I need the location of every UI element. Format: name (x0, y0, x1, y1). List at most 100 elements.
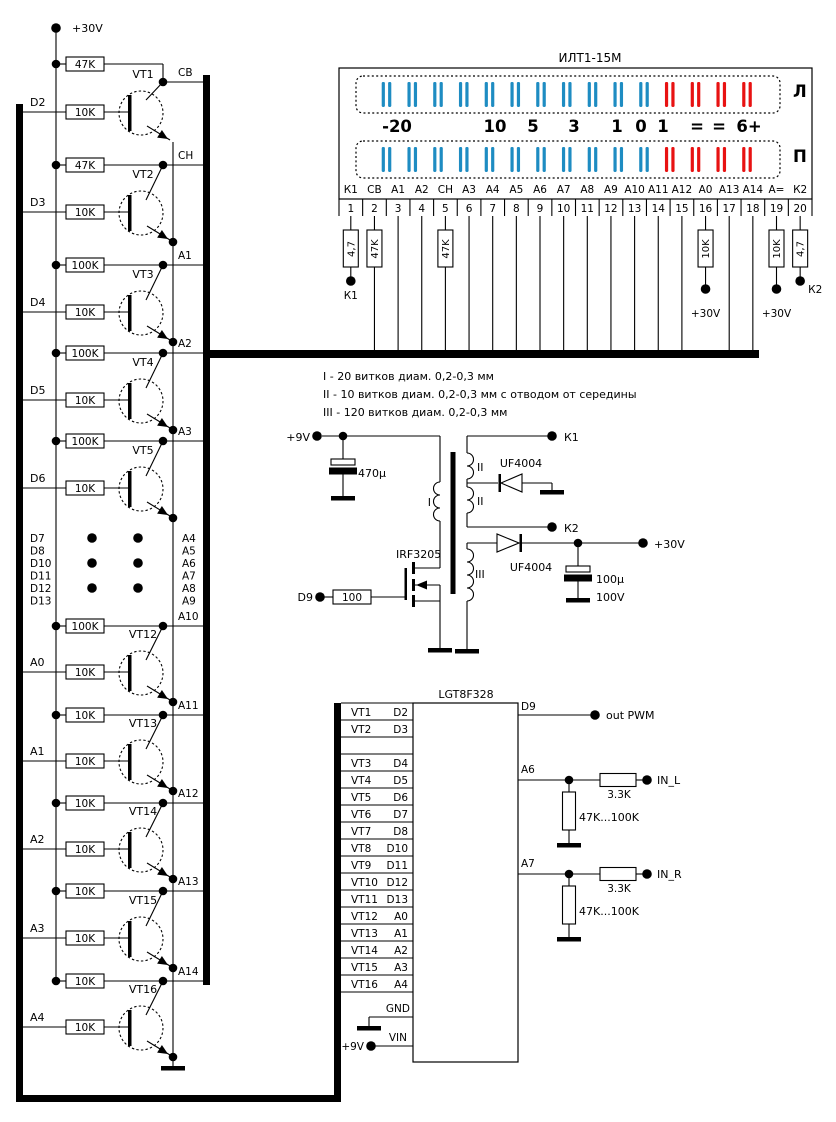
scale-mark: 1 (611, 117, 622, 136)
display-segment (536, 147, 540, 172)
audio-input-1: A7 3.3K IN_R 47K...100K (518, 858, 682, 942)
input-bus (16, 104, 23, 1102)
display-pin-number: 9 (537, 203, 544, 215)
display-segment (697, 147, 701, 172)
audio-terminal-label: IN_R (657, 868, 682, 881)
resistor-value: 47K...100K (579, 811, 640, 824)
transistor-body (118, 378, 164, 424)
mosfet-label: IRF3205 (396, 548, 441, 561)
mcu-vt-label: VT1 (351, 707, 371, 719)
hidden-output-label: A6 (182, 558, 196, 570)
mcu-vt-label: VT8 (351, 843, 371, 855)
stage-output-label: A1 (178, 250, 192, 262)
stage-input-label: D3 (30, 196, 45, 209)
mcu-body (412, 702, 519, 1063)
scale-mark: -20 (382, 117, 412, 136)
mcu-vt-label: VT15 (351, 962, 378, 974)
stage-input-label: A1 (30, 745, 45, 758)
emitter-arrow (157, 418, 168, 427)
resistor-value: 10K (701, 239, 712, 259)
resistor-box (599, 772, 637, 788)
resistor-value: 47K (370, 239, 381, 259)
ground-bar (357, 1026, 381, 1031)
winding-label: II (477, 461, 484, 474)
collector-wire (145, 890, 164, 927)
display-segment (439, 147, 443, 172)
emitter-junction-dot (168, 874, 178, 884)
collector-wire (145, 164, 164, 201)
transformer-core (450, 452, 456, 594)
resistor-value: 47K (75, 160, 96, 172)
transistor-base-bar (128, 383, 132, 419)
scale-mark: 10 (484, 117, 507, 136)
transistor-base-bar (128, 1010, 132, 1046)
display-segment (664, 147, 669, 172)
mcu-pin-name: D10 (387, 843, 408, 855)
mcu-vt-label: VT13 (351, 928, 378, 940)
transistor-base-bar (128, 744, 132, 780)
display-segment (407, 147, 411, 172)
hidden-input-label: D7 (30, 533, 45, 545)
boost-converter: I - 20 витков диам. 0,2-0,3 мм II - 10 в… (286, 370, 685, 654)
transistor-body (118, 290, 164, 336)
emitter-arrow (157, 506, 168, 515)
transistor-designator: VT2 (132, 168, 153, 181)
collector-wire (145, 714, 164, 750)
emitter-arrow (157, 130, 168, 139)
display-segment (645, 82, 649, 107)
mcu-pin-name: A2 (394, 945, 408, 957)
display-segment (536, 82, 540, 107)
display-pin-number: 2 (371, 203, 378, 215)
terminal-label: К1 (344, 290, 358, 302)
transistor-designator: VT5 (132, 444, 153, 457)
resistor-value: 10K (75, 710, 96, 722)
transistor-designator: VT3 (132, 268, 153, 281)
display-pin-label: СВ (367, 184, 382, 196)
ground-bar (161, 1066, 185, 1071)
transistor-base-bar (128, 195, 132, 231)
mcu-vt-label: VT7 (351, 826, 371, 838)
output-bus (203, 75, 210, 985)
diode-label: UF4004 (510, 561, 552, 574)
terminal-dot (590, 710, 600, 720)
display-segment (413, 82, 418, 107)
resistor-value: 10K (75, 798, 96, 810)
display-pin-number: 1 (347, 203, 354, 215)
scale-mark: 0 (635, 117, 646, 136)
terminal-dot (642, 869, 652, 879)
display-pin-number: 3 (395, 203, 402, 215)
resistor-value: 10K (75, 844, 96, 856)
driver-stage-vt3: 10K D4 100K A1 VT3 (23, 250, 204, 347)
terminal-dot (366, 1041, 376, 1051)
diode-hv (496, 533, 521, 553)
transistor-base-bar (128, 95, 132, 131)
display-pin-number: 5 (442, 203, 449, 215)
display-segment (407, 82, 411, 107)
hidden-output-label: A5 (182, 546, 196, 558)
display-segment (639, 147, 643, 172)
winding-note: III - 120 витков диам. 0,2-0,3 мм (323, 406, 507, 419)
ground-bar (331, 496, 355, 501)
display-pin-label: А0 (699, 184, 713, 196)
display-segment (491, 82, 495, 107)
terminal-dot (638, 538, 648, 548)
scale-mark: = (690, 117, 704, 136)
terminal-dot (51, 23, 61, 33)
stage-input-label: A3 (30, 922, 45, 935)
display-segment (542, 147, 546, 172)
display-segment (465, 147, 469, 172)
winding-hv-coil (466, 548, 475, 602)
display-pin-label: А8 (580, 184, 594, 196)
display-segment (433, 82, 437, 107)
display-segment (722, 147, 727, 172)
display-pin-label: А= (769, 184, 785, 196)
stage-output-label: A3 (178, 426, 192, 438)
channel-right-label: П (793, 147, 807, 166)
collector-wire (145, 352, 164, 389)
omitted-stages-ellipsis: D7 A4 D8 A5 D10 A6 D11 A7 D12 A8 D13 A9 (30, 533, 196, 608)
mcu-pin-name: D12 (387, 877, 408, 889)
resistor-value: 47K (441, 239, 452, 259)
transistor-body (118, 827, 164, 873)
display-pin-number: 14 (652, 203, 666, 215)
display-segment (716, 82, 720, 107)
